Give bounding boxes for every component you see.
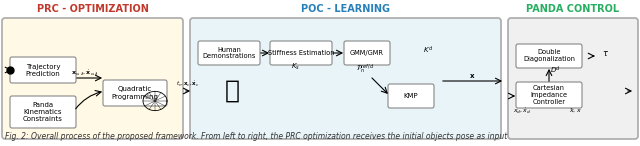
Text: PRC - OPTIMIZATION: PRC - OPTIMIZATION xyxy=(36,4,148,14)
Text: $\mathcal{P}_{n}^{ref/d}$: $\mathcal{P}_{n}^{ref/d}$ xyxy=(356,62,374,75)
Text: $\hat{x}, x$: $\hat{x}, x$ xyxy=(568,107,581,115)
Text: $D^d$: $D^d$ xyxy=(550,65,561,77)
FancyBboxPatch shape xyxy=(2,18,183,139)
Text: $\mathbf{x}$: $\mathbf{x}$ xyxy=(468,72,476,80)
Text: PANDA CONTROL: PANDA CONTROL xyxy=(527,4,620,14)
Text: $K^d$: $K^d$ xyxy=(423,44,433,55)
Text: Trajectory
Prediction: Trajectory Prediction xyxy=(26,64,60,77)
FancyBboxPatch shape xyxy=(198,41,260,65)
FancyBboxPatch shape xyxy=(10,57,76,83)
FancyBboxPatch shape xyxy=(516,82,582,108)
Text: Stiffness Estimation: Stiffness Estimation xyxy=(268,50,334,56)
Text: 🧍: 🧍 xyxy=(225,79,239,103)
FancyBboxPatch shape xyxy=(508,18,638,139)
Text: Cartesian
Impedance
Controller: Cartesian Impedance Controller xyxy=(531,85,568,105)
Text: Fig. 2: Overall process of the proposed framework. From left to right, the PRC o: Fig. 2: Overall process of the proposed … xyxy=(5,132,508,141)
FancyBboxPatch shape xyxy=(190,18,501,139)
FancyBboxPatch shape xyxy=(344,41,390,65)
FancyBboxPatch shape xyxy=(516,44,582,68)
Text: KMP: KMP xyxy=(404,93,419,99)
Text: $t_c, \mathbf{x}_c, \dot{\mathbf{x}}_c$: $t_c, \mathbf{x}_c, \dot{\mathbf{x}}_c$ xyxy=(176,80,200,89)
Text: $\tau$: $\tau$ xyxy=(602,49,609,58)
Text: Double
Diagonalization: Double Diagonalization xyxy=(523,49,575,62)
Text: GMM/GMR: GMM/GMR xyxy=(350,50,384,56)
FancyBboxPatch shape xyxy=(10,96,76,128)
Text: POC - LEARNING: POC - LEARNING xyxy=(301,4,390,14)
Text: $\mathbf{x}_{o,\lambda}, \dot{\mathbf{x}}_{o,\lambda}$: $\mathbf{x}_{o,\lambda}, \dot{\mathbf{x}… xyxy=(71,68,99,77)
FancyBboxPatch shape xyxy=(388,84,434,108)
Text: Human
Demonstrations: Human Demonstrations xyxy=(202,46,256,60)
Text: $K_s$: $K_s$ xyxy=(291,62,301,72)
Text: Panda
Kinematics
Constraints: Panda Kinematics Constraints xyxy=(23,102,63,122)
Text: $x_d, \dot{x}_d$: $x_d, \dot{x}_d$ xyxy=(513,106,531,116)
FancyBboxPatch shape xyxy=(103,80,167,106)
Text: Quadratic
Programming: Quadratic Programming xyxy=(111,86,159,100)
FancyBboxPatch shape xyxy=(270,41,332,65)
